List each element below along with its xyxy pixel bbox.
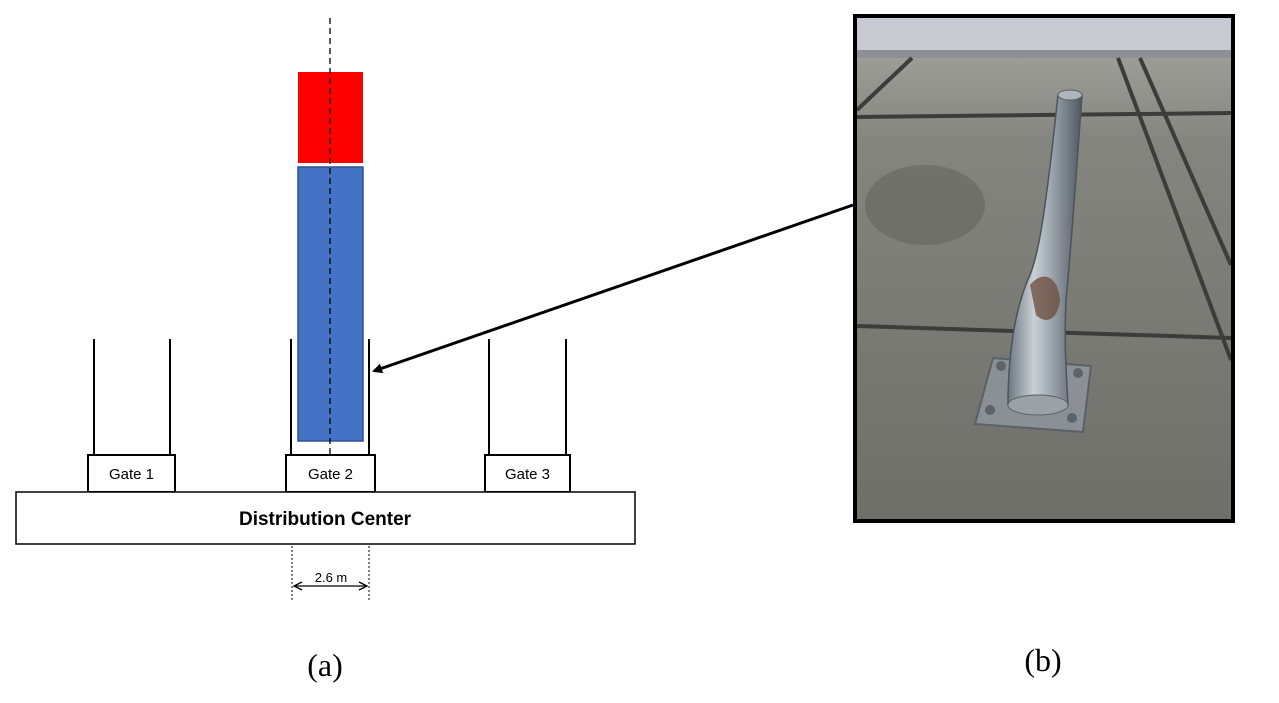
caption-b: (b) bbox=[1024, 642, 1061, 678]
distribution-center: Distribution Center bbox=[15, 491, 636, 545]
width-dimension: 2.6 m bbox=[291, 546, 370, 601]
bollard-photo bbox=[853, 14, 1235, 523]
distribution-center-label: Distribution Center bbox=[239, 509, 412, 530]
dimension-label: 2.6 m bbox=[315, 570, 348, 585]
gate-2-label: Gate 2 bbox=[308, 466, 353, 483]
pointer-arrow bbox=[372, 203, 854, 374]
gate-2: Gate 2 bbox=[285, 454, 376, 493]
gate-1-label: Gate 1 bbox=[109, 466, 154, 483]
caption-a: (a) bbox=[307, 647, 343, 683]
gate-1: Gate 1 bbox=[87, 454, 176, 493]
dock-diagram: Gate 1 Gate 2 Gate 3 Distribution Center… bbox=[15, 18, 636, 683]
gate-3-label: Gate 3 bbox=[505, 466, 550, 483]
truck-cab bbox=[298, 72, 363, 163]
gate-3: Gate 3 bbox=[484, 454, 571, 493]
gate-guide-rails bbox=[93, 339, 567, 455]
